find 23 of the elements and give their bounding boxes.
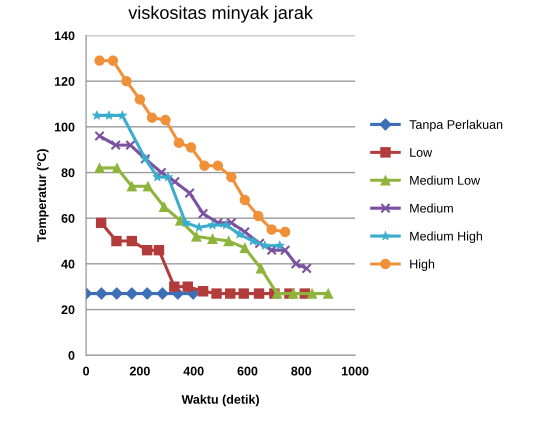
x-tick-label: 200 bbox=[130, 366, 150, 376]
legend-label: High bbox=[410, 259, 434, 271]
y-tick-label: 140 bbox=[54, 31, 74, 40]
y-axis-title: Temperatur (°C) bbox=[36, 149, 49, 242]
x-tick-label: 600 bbox=[238, 366, 258, 376]
chart-title: viskositas minyak jarak bbox=[128, 6, 313, 23]
y-tick-label: 0 bbox=[68, 351, 74, 360]
legend-label: Medium Low bbox=[410, 176, 480, 185]
y-tick-label: 80 bbox=[61, 168, 74, 178]
legend-label: Tanpa Perlakuan bbox=[409, 120, 502, 132]
legend-label: Medium High bbox=[410, 231, 482, 244]
y-tick-label: 120 bbox=[54, 76, 74, 86]
legend-label: Low bbox=[410, 148, 432, 157]
y-tick-label: 40 bbox=[61, 260, 74, 269]
x-tick-label: 0 bbox=[83, 366, 90, 376]
y-tick-label: 100 bbox=[54, 122, 74, 132]
y-tick-label: 60 bbox=[62, 214, 74, 223]
x-tick-label: 800 bbox=[291, 366, 312, 376]
x-tick-label: 1000 bbox=[342, 366, 368, 376]
x-axis-title: Waktu (detik) bbox=[182, 394, 259, 406]
x-tick-label: 400 bbox=[183, 366, 204, 376]
y-tick-label: 20 bbox=[62, 305, 74, 314]
legend-label: Medium bbox=[410, 203, 453, 213]
